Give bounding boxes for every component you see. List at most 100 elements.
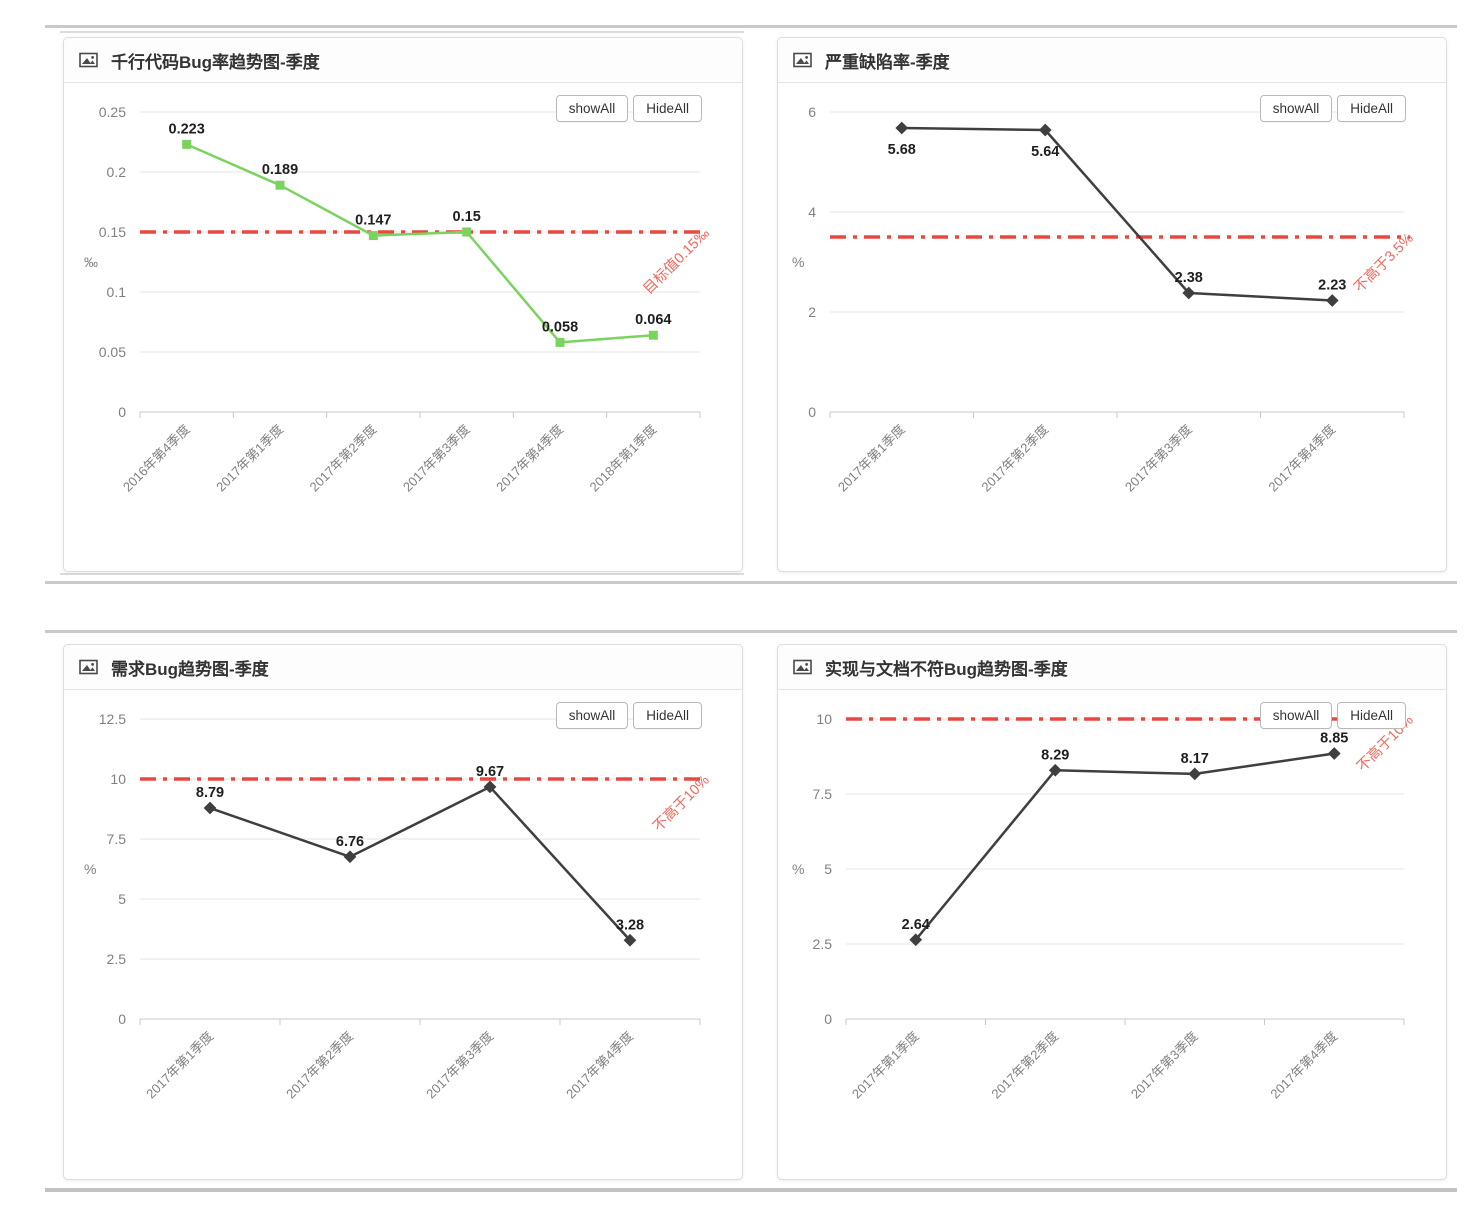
panel-bottom-underline bbox=[60, 573, 744, 575]
panel-body: 0 2.5 5 7.5 10 12.5% 2017年第1季度 2017年第2季度 2017年第3… bbox=[64, 690, 742, 1179]
svg-text:0.147: 0.147 bbox=[355, 213, 391, 229]
hide-all-button[interactable]: HideAll bbox=[1337, 702, 1406, 729]
svg-text:0.2: 0.2 bbox=[107, 164, 127, 180]
svg-text:2017年第4季度: 2017年第4季度 bbox=[493, 422, 566, 495]
svg-text:‰: ‰ bbox=[84, 254, 98, 270]
chart-button-group: showAll HideAll bbox=[555, 95, 702, 122]
svg-text:0.05: 0.05 bbox=[99, 344, 126, 360]
chart-panel-doc-mismatch-bug: 实现与文档不符Bug趋势图-季度 0 2.5 5 7.5 10% 2017年第1季度 201… bbox=[777, 644, 1447, 1180]
svg-text:10: 10 bbox=[816, 711, 832, 727]
hide-all-button[interactable]: HideAll bbox=[1337, 95, 1406, 122]
svg-text:0: 0 bbox=[118, 404, 126, 420]
line-chart: 0 2.5 5 7.5 10 12.5% 2017年第1季度 2017年第2季度 2017年第3… bbox=[64, 694, 742, 1179]
svg-text:7.5: 7.5 bbox=[107, 831, 127, 847]
image-icon bbox=[79, 52, 98, 68]
svg-text:2017年第1季度: 2017年第1季度 bbox=[849, 1029, 922, 1102]
chart-panel-kiloline-bug-rate: 千行代码Bug率趋势图-季度 0 0.05 0.1 0.15 0.2 0.25 ‰ 2016年… bbox=[63, 37, 743, 572]
svg-text:2017年第3季度: 2017年第3季度 bbox=[1128, 1029, 1201, 1102]
image-icon bbox=[793, 52, 812, 68]
show-all-button[interactable]: showAll bbox=[555, 95, 629, 122]
svg-text:2017年第2季度: 2017年第2季度 bbox=[283, 1029, 356, 1102]
bottom-divider bbox=[45, 1188, 1457, 1192]
panel-title: 需求Bug趋势图-季度 bbox=[111, 659, 269, 679]
svg-text:2.5: 2.5 bbox=[107, 951, 127, 967]
line-chart: 0 2 4 6% 2017年第1季度 2017年第2季度 2017年第3季度 2017年第4季… bbox=[778, 87, 1446, 571]
svg-text:8.79: 8.79 bbox=[196, 785, 224, 801]
svg-text:%: % bbox=[792, 254, 804, 270]
line-chart: 0 2.5 5 7.5 10% 2017年第1季度 2017年第2季度 2017年第3季度 20… bbox=[778, 694, 1446, 1179]
svg-text:2017年第3季度: 2017年第3季度 bbox=[400, 422, 473, 495]
svg-text:2017年第2季度: 2017年第2季度 bbox=[307, 422, 380, 495]
svg-text:8.17: 8.17 bbox=[1181, 751, 1209, 767]
svg-text:2017年第2季度: 2017年第2季度 bbox=[978, 422, 1051, 495]
show-all-button[interactable]: showAll bbox=[1259, 702, 1333, 729]
hide-all-button[interactable]: HideAll bbox=[633, 95, 702, 122]
svg-text:2017年第4季度: 2017年第4季度 bbox=[563, 1029, 636, 1102]
svg-text:2017年第3季度: 2017年第3季度 bbox=[1122, 422, 1195, 495]
image-icon bbox=[79, 659, 98, 675]
svg-text:2017年第1季度: 2017年第1季度 bbox=[143, 1029, 216, 1102]
chart-button-group: showAll HideAll bbox=[555, 702, 702, 729]
svg-text:7.5: 7.5 bbox=[813, 786, 833, 802]
svg-text:0.189: 0.189 bbox=[262, 162, 298, 178]
svg-text:8.85: 8.85 bbox=[1320, 731, 1348, 747]
svg-text:不高于3.5%: 不高于3.5% bbox=[1351, 230, 1417, 296]
svg-text:0.058: 0.058 bbox=[542, 319, 578, 335]
panel-header: 千行代码Bug率趋势图-季度 bbox=[64, 38, 742, 83]
show-all-button[interactable]: showAll bbox=[1259, 95, 1333, 122]
svg-text:0.15: 0.15 bbox=[453, 209, 481, 225]
hide-all-button[interactable]: HideAll bbox=[633, 702, 702, 729]
panel-header: 严重缺陷率-季度 bbox=[778, 38, 1446, 83]
svg-text:2017年第4季度: 2017年第4季度 bbox=[1265, 422, 1338, 495]
svg-text:2017年第2季度: 2017年第2季度 bbox=[988, 1029, 1061, 1102]
panel-title: 千行代码Bug率趋势图-季度 bbox=[111, 52, 320, 72]
svg-text:0.064: 0.064 bbox=[635, 312, 671, 328]
row-divider-upper bbox=[45, 581, 1457, 584]
svg-text:%: % bbox=[84, 861, 96, 877]
svg-text:10: 10 bbox=[110, 771, 126, 787]
svg-text:2017年第4季度: 2017年第4季度 bbox=[1267, 1029, 1340, 1102]
svg-text:2016年第4季度: 2016年第4季度 bbox=[120, 422, 193, 495]
chart-button-group: showAll HideAll bbox=[1259, 95, 1406, 122]
svg-text:2017年第1季度: 2017年第1季度 bbox=[835, 422, 908, 495]
svg-text:2018年第1季度: 2018年第1季度 bbox=[587, 422, 660, 495]
line-chart: 0 0.05 0.1 0.15 0.2 0.25 ‰ 2016年第4季度 2017年第1季度 20… bbox=[64, 87, 742, 571]
svg-text:2.5: 2.5 bbox=[813, 936, 833, 952]
svg-text:9.67: 9.67 bbox=[476, 764, 504, 780]
panel-title: 严重缺陷率-季度 bbox=[825, 52, 950, 72]
svg-text:0.223: 0.223 bbox=[169, 121, 205, 137]
chart-panel-severe-defect-rate: 严重缺陷率-季度 0 2 4 6% 2017年第1季度 2017年第2季度 2017年第3季… bbox=[777, 37, 1447, 572]
svg-text:2017年第1季度: 2017年第1季度 bbox=[213, 422, 286, 495]
svg-text:0: 0 bbox=[824, 1011, 832, 1027]
svg-text:不高于10%: 不高于10% bbox=[650, 772, 713, 835]
panel-header: 实现与文档不符Bug趋势图-季度 bbox=[778, 645, 1446, 690]
panel-body: 0 0.05 0.1 0.15 0.2 0.25 ‰ 2016年第4季度 2017年第1季度 20… bbox=[64, 83, 742, 571]
svg-text:6.76: 6.76 bbox=[336, 834, 364, 850]
chart-button-group: showAll HideAll bbox=[1259, 702, 1406, 729]
panel-body: 0 2.5 5 7.5 10% 2017年第1季度 2017年第2季度 2017年第3季度 20… bbox=[778, 690, 1446, 1179]
svg-text:8.29: 8.29 bbox=[1041, 747, 1069, 763]
svg-text:2.38: 2.38 bbox=[1175, 270, 1203, 286]
svg-text:5: 5 bbox=[824, 861, 832, 877]
panel-title: 实现与文档不符Bug趋势图-季度 bbox=[825, 659, 1068, 679]
svg-text:目标值0.15‰: 目标值0.15‰ bbox=[640, 224, 713, 297]
show-all-button[interactable]: showAll bbox=[555, 702, 629, 729]
svg-text:5: 5 bbox=[118, 891, 126, 907]
svg-text:0.1: 0.1 bbox=[107, 284, 127, 300]
svg-text:6: 6 bbox=[808, 104, 816, 120]
svg-text:2017年第3季度: 2017年第3季度 bbox=[423, 1029, 496, 1102]
row-divider-lower bbox=[45, 630, 1457, 633]
svg-text:0: 0 bbox=[118, 1011, 126, 1027]
svg-text:0.15: 0.15 bbox=[99, 224, 126, 240]
panel-header: 需求Bug趋势图-季度 bbox=[64, 645, 742, 690]
top-divider bbox=[45, 25, 1457, 28]
svg-text:0: 0 bbox=[808, 404, 816, 420]
svg-text:2: 2 bbox=[808, 304, 816, 320]
svg-text:%: % bbox=[792, 861, 804, 877]
svg-text:5.64: 5.64 bbox=[1031, 144, 1059, 160]
svg-text:0.25: 0.25 bbox=[99, 104, 126, 120]
svg-text:5.68: 5.68 bbox=[888, 142, 916, 158]
panel-body: 0 2 4 6% 2017年第1季度 2017年第2季度 2017年第3季度 2017年第4季… bbox=[778, 83, 1446, 571]
svg-text:12.5: 12.5 bbox=[99, 711, 126, 727]
svg-text:2.23: 2.23 bbox=[1318, 278, 1346, 294]
